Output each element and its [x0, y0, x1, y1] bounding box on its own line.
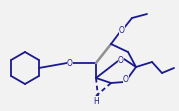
Text: O: O	[67, 58, 73, 67]
Text: H: H	[93, 96, 99, 105]
Text: O: O	[118, 56, 124, 64]
Text: O: O	[119, 26, 125, 35]
Text: O: O	[123, 75, 129, 84]
